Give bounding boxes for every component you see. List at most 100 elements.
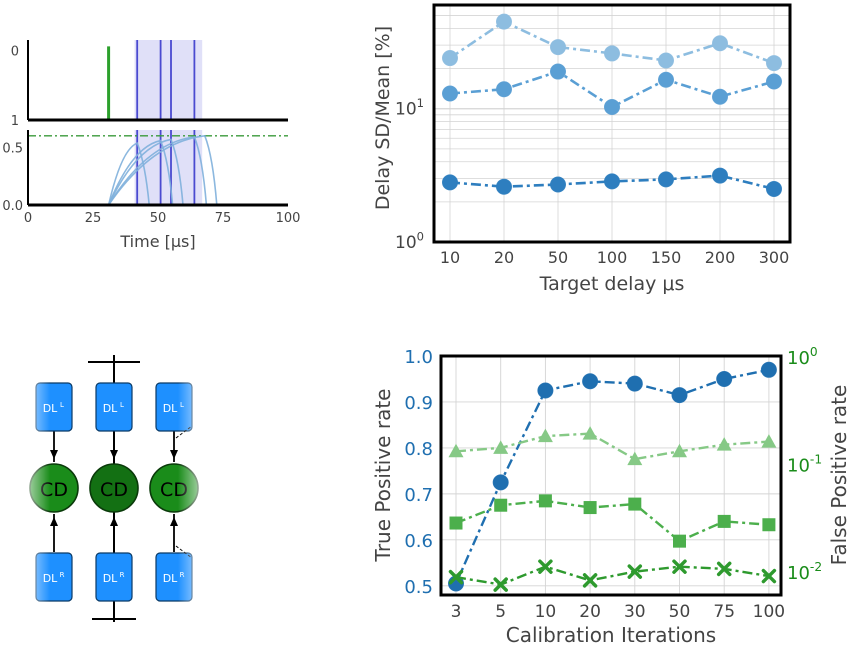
data-point bbox=[658, 71, 674, 88]
data-point bbox=[442, 50, 458, 67]
y-tick-label-right-base: 10 bbox=[787, 456, 810, 477]
data-point bbox=[712, 35, 728, 52]
y-tick-label-left: 0.9 bbox=[404, 393, 433, 414]
y-tick-label-base: 10 bbox=[395, 100, 417, 120]
y-tick-label-right: 100 bbox=[787, 345, 818, 369]
data-point bbox=[449, 516, 463, 530]
data-point bbox=[604, 173, 620, 190]
x-tick-label: 50 bbox=[548, 248, 568, 267]
data-point bbox=[627, 564, 643, 579]
data-point bbox=[583, 501, 597, 515]
data-point bbox=[492, 474, 509, 491]
data-point bbox=[550, 176, 566, 193]
y-axis-label-left: True Positive rate bbox=[371, 389, 395, 563]
data-point bbox=[550, 39, 566, 56]
x-tick-label: 3 bbox=[451, 602, 462, 622]
x-tick-label: 50 bbox=[669, 602, 691, 622]
x-tick-label: 5 bbox=[495, 602, 506, 622]
data-point bbox=[672, 443, 687, 458]
data-point bbox=[537, 382, 554, 399]
y-tick-label-left: 0.6 bbox=[404, 531, 433, 552]
x-axis-label: Time [μs] bbox=[119, 232, 195, 251]
y-tick-label-right: 10-2 bbox=[787, 560, 822, 584]
x-tick-label: 0 bbox=[24, 211, 32, 226]
x-axis-label: Target delay μs bbox=[539, 273, 685, 295]
x-tick-label: 100 bbox=[597, 248, 628, 267]
data-point bbox=[672, 559, 687, 574]
data-point bbox=[658, 171, 674, 188]
data-point bbox=[493, 440, 509, 454]
data-point bbox=[537, 428, 553, 443]
data-point bbox=[538, 559, 553, 574]
edge-fade-overlay bbox=[14, 350, 214, 630]
data-point bbox=[627, 451, 643, 466]
data-point bbox=[716, 437, 732, 451]
x-tick-label: 30 bbox=[624, 602, 646, 622]
y-tick-label-base: 10 bbox=[395, 233, 417, 253]
data-point bbox=[761, 434, 777, 448]
data-point bbox=[448, 443, 464, 458]
x-tick-label: 300 bbox=[759, 248, 790, 267]
membrane-ramp bbox=[107, 134, 218, 206]
membrane-ramp bbox=[107, 142, 150, 206]
y-tick-label-bottom: 0.0 bbox=[2, 199, 23, 214]
data-point bbox=[766, 55, 782, 72]
x-tick-label: 100 bbox=[753, 602, 785, 622]
y-tick-label-top: 0 bbox=[11, 44, 19, 59]
series-line bbox=[455, 499, 769, 543]
data-point bbox=[628, 497, 642, 511]
x-axis-label: Calibration Iterations bbox=[506, 623, 716, 647]
data-point bbox=[761, 568, 777, 584]
y-tick-label: 101 bbox=[395, 96, 424, 120]
data-point bbox=[626, 375, 643, 392]
data-point bbox=[538, 494, 552, 508]
x-tick-label: 75 bbox=[215, 211, 232, 226]
y-tick-label-left: 1.0 bbox=[404, 347, 433, 368]
data-point bbox=[671, 387, 688, 404]
series-line bbox=[455, 565, 770, 586]
data-point bbox=[712, 167, 728, 184]
plot-frame bbox=[439, 354, 783, 597]
x-tick-label: 20 bbox=[579, 602, 601, 622]
data-point bbox=[604, 45, 620, 62]
y-tick-label-right-base: 10 bbox=[787, 348, 810, 369]
y-tick-label-exponent: 1 bbox=[417, 96, 424, 110]
y-axis-label-right: False Positive rate bbox=[827, 385, 850, 566]
x-tick-label: 25 bbox=[85, 211, 102, 226]
y-tick-label-right-exponent: -1 bbox=[810, 452, 822, 466]
data-point bbox=[496, 13, 512, 30]
y-tick-label-right-exponent: -2 bbox=[810, 560, 822, 574]
data-point bbox=[582, 426, 598, 440]
y-tick-label: 100 bbox=[395, 229, 424, 253]
x-tick-label: 50 bbox=[150, 211, 167, 226]
membrane-ramp bbox=[107, 139, 174, 206]
x-tick-label: 75 bbox=[713, 602, 735, 622]
data-point bbox=[550, 63, 566, 80]
y-tick-label-right: 10-1 bbox=[787, 452, 822, 476]
y-tick-label-top: 1 bbox=[11, 114, 19, 129]
data-point bbox=[716, 370, 733, 387]
series-line bbox=[455, 432, 769, 461]
shaded-window-top bbox=[134, 40, 203, 120]
data-point bbox=[496, 81, 512, 98]
y-tick-label-left: 0.8 bbox=[404, 439, 433, 460]
data-point bbox=[582, 573, 598, 588]
data-point bbox=[604, 99, 620, 116]
coincidence-detector-diagram: DLLDLRCDDLLDLRCDDLLDLRCD bbox=[14, 350, 214, 630]
data-point bbox=[442, 174, 458, 191]
membrane-ramp bbox=[107, 138, 184, 206]
data-point bbox=[717, 514, 731, 528]
data-point bbox=[760, 361, 777, 378]
data-point bbox=[582, 373, 599, 390]
data-point bbox=[658, 52, 674, 69]
data-point bbox=[766, 73, 782, 90]
x-tick-label: 150 bbox=[651, 248, 682, 267]
series-line bbox=[454, 368, 770, 584]
y-tick-label-right-exponent: 0 bbox=[810, 345, 818, 359]
y-tick-label-bottom: 0.5 bbox=[2, 141, 23, 156]
data-point bbox=[496, 178, 512, 195]
